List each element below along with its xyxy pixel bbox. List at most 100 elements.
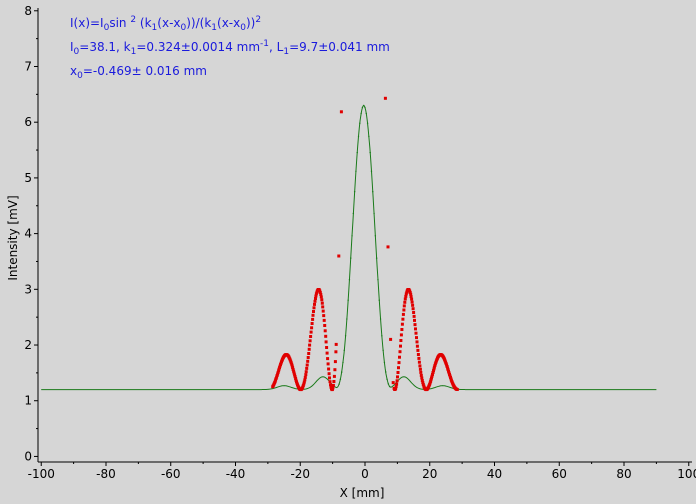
fit-point: [305, 366, 309, 370]
fit-point: [400, 322, 404, 326]
fit-point: [306, 356, 310, 359]
fit-point: [431, 371, 435, 374]
series-measured: [41, 104, 657, 391]
measured-point: [375, 257, 378, 259]
x-tick-label: -100: [28, 467, 55, 481]
measured-point: [360, 112, 362, 115]
fit-point: [324, 340, 328, 344]
measured-point: [379, 318, 382, 320]
x-tick-label: 40: [487, 467, 502, 481]
x-axis-label: X [mm]: [340, 486, 385, 500]
fit-point: [309, 335, 313, 338]
fit-point: [445, 365, 449, 368]
fit-point: [323, 329, 327, 333]
fit-point: [308, 343, 312, 347]
measured-point: [340, 371, 343, 373]
fit-point: [314, 292, 318, 296]
fit-point: [328, 380, 332, 384]
measured-point: [368, 135, 370, 138]
fit-point: [432, 365, 436, 369]
fit-point: [293, 373, 297, 377]
fit-point: [398, 350, 402, 354]
fit-point: [404, 292, 408, 296]
fit-point: [333, 360, 337, 364]
fit-point: [396, 371, 400, 374]
fit-point: [321, 305, 325, 309]
fit-point: [290, 364, 294, 368]
fit-point: [413, 323, 417, 327]
fit-point: [416, 353, 420, 356]
fit-point: [319, 295, 323, 299]
fit-point: [402, 308, 406, 312]
y-tick-label: 5: [24, 171, 32, 185]
fit-point: [277, 369, 281, 373]
fit-point: [275, 375, 279, 379]
fit-point: [420, 379, 424, 382]
y-tick-label: 6: [24, 115, 32, 129]
fit-point: [291, 367, 295, 371]
fit-point: [331, 386, 335, 390]
measured-point: [343, 349, 345, 352]
fit-point: [292, 369, 296, 373]
y-tick-label: 8: [24, 4, 32, 18]
measured-point: [369, 151, 371, 154]
y-tick-label: 7: [24, 59, 32, 73]
fit-point: [290, 362, 294, 366]
fit-point: [403, 300, 407, 304]
fit-point: [313, 299, 317, 303]
fit-point: [312, 306, 316, 310]
fit-point: [415, 340, 419, 344]
fit-point: [455, 388, 459, 391]
fit-point: [302, 382, 306, 386]
fit-point: [314, 297, 317, 300]
fit-point: [411, 307, 415, 311]
fit-point: [398, 355, 401, 359]
fit-point: [394, 387, 398, 390]
fit-point: [322, 318, 326, 322]
measured-point: [387, 383, 390, 385]
fit-point: [314, 294, 318, 298]
fit-point: [293, 375, 297, 379]
axes: -100 -80 -60 -40 -20 0 20 40 60 80 100 0 1 2 3 4 5 6 7 8: [24, 4, 696, 481]
fit-point: [308, 339, 312, 343]
measured-point: [339, 378, 342, 380]
fit-point: [397, 366, 400, 370]
measured-point: [388, 385, 391, 388]
fit-point: [411, 303, 415, 307]
fit-point: [420, 376, 424, 380]
fit-point: [325, 351, 329, 355]
measured-point: [338, 383, 340, 385]
fit-point: [401, 312, 405, 316]
fit-point: [318, 291, 322, 294]
measured-point: [381, 335, 383, 337]
fit-point: [383, 96, 387, 100]
y-tick-label: 4: [24, 227, 32, 241]
fit-point: [399, 333, 403, 337]
fit-point: [397, 361, 401, 365]
fit-point: [418, 367, 422, 371]
measured-point: [359, 122, 361, 124]
measured-point: [351, 235, 353, 237]
fit-point: [429, 378, 433, 382]
fit-point: [395, 382, 399, 386]
measured-point: [370, 170, 373, 172]
fit-point: [403, 297, 407, 301]
fit-point: [294, 377, 298, 380]
y-tick-label: 0: [24, 449, 32, 463]
fit-point: [431, 372, 434, 376]
fit-point: [429, 379, 433, 383]
fit-point: [307, 352, 311, 355]
measured-point: [383, 361, 386, 364]
fit-point: [276, 370, 280, 374]
measured-point: [372, 191, 374, 193]
fit-point: [312, 310, 315, 313]
x-tick-label: 60: [552, 467, 567, 481]
measured-point: [365, 112, 367, 115]
fit-point: [305, 363, 309, 367]
x-tick-label: -80: [96, 467, 116, 481]
fit-point: [409, 292, 413, 296]
x-tick-label: 80: [616, 467, 631, 481]
formula-line: I(x)=I0sin 2 (k1(x-x0))/(k1(x-x0))2: [70, 15, 261, 33]
fit-point: [323, 324, 327, 327]
